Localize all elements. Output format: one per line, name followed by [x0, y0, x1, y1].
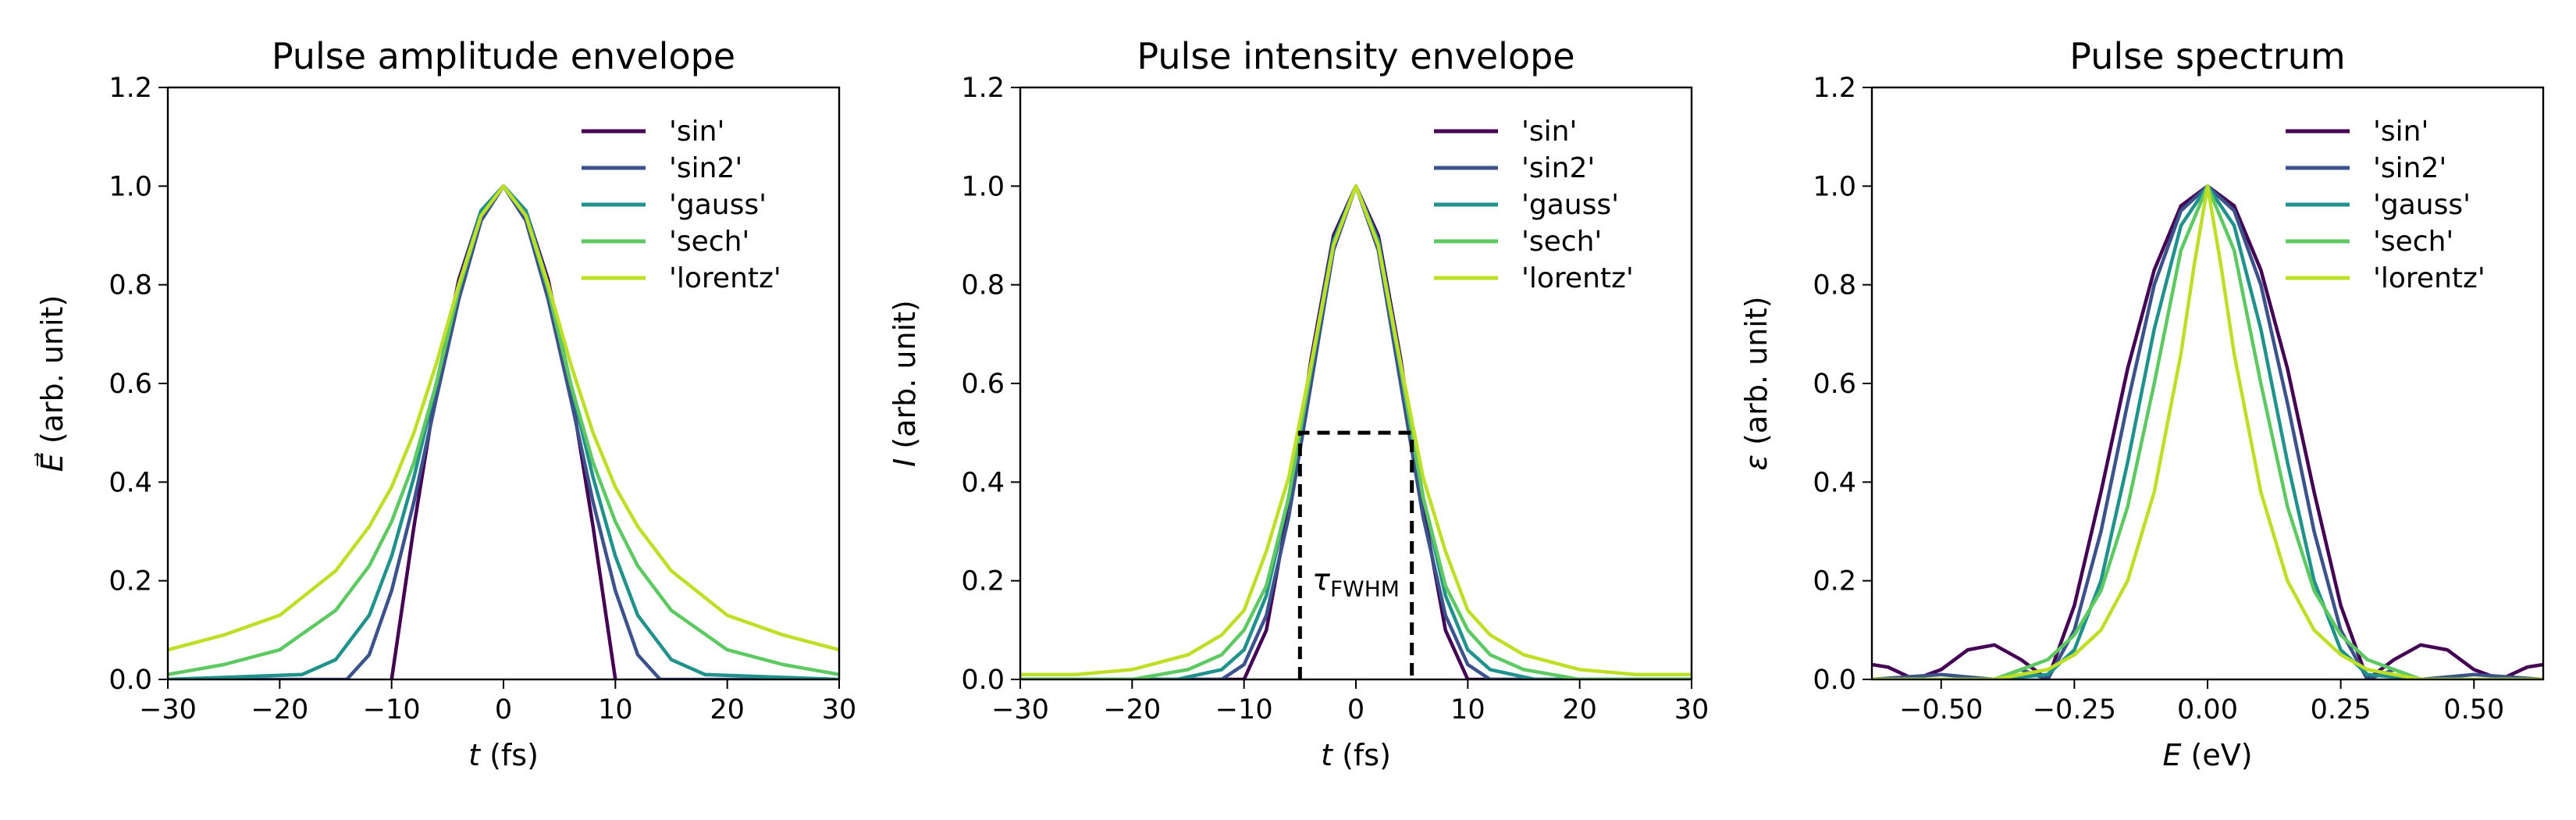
- y-tick-label: 0.2: [961, 566, 1005, 597]
- series-line-3: [168, 184, 839, 679]
- legend-label: 'gauss': [1521, 189, 1619, 221]
- x-axis-label: E (eV): [2162, 738, 2252, 772]
- x-tick-label: −30: [991, 694, 1049, 726]
- y-tick-label: 0.6: [109, 369, 152, 400]
- legend-label: 'gauss': [669, 189, 767, 221]
- x-tick-label: 0: [1347, 694, 1364, 726]
- y-tick-label: 0.4: [109, 467, 152, 498]
- chart-title: Pulse intensity envelope: [1137, 35, 1574, 77]
- x-axis-label: t (fs): [1321, 738, 1391, 772]
- x-tick-label: 10: [598, 694, 633, 726]
- x-tick-label: 0.00: [2177, 694, 2238, 726]
- x-tick-label: 30: [822, 694, 857, 726]
- y-tick-label: 0.2: [109, 566, 152, 597]
- x-tick-label: −10: [1215, 694, 1273, 726]
- y-axis-label: I (arb. unit): [888, 300, 922, 467]
- x-tick-label: −20: [1103, 694, 1161, 726]
- y-tick-label: 0.8: [1813, 270, 1856, 301]
- y-tick-label: 0.0: [961, 665, 1005, 696]
- y-tick-label: 1.0: [1813, 171, 1856, 202]
- y-tick-label: 0.8: [109, 270, 152, 301]
- x-tick-label: −0.50: [1899, 694, 1983, 726]
- legend-label: 'sin2': [1521, 152, 1595, 184]
- y-tick-label: 1.2: [961, 73, 1005, 104]
- y-tick-label: 0.6: [1813, 369, 1856, 400]
- series-line-1: [1872, 184, 2543, 679]
- legend-label: 'sech': [669, 226, 749, 258]
- legend-label: 'sin': [2373, 116, 2428, 148]
- series-line-1: [1020, 184, 1692, 679]
- y-axis-label: ε (arb. unit): [1739, 296, 1774, 470]
- legend-label: 'sin2': [669, 152, 742, 184]
- x-tick-label: −20: [251, 694, 308, 726]
- series-line-3: [1020, 184, 1692, 679]
- x-tick-label: −30: [139, 694, 197, 726]
- chart-title: Pulse amplitude envelope: [272, 35, 735, 77]
- series-line-5: [1020, 184, 1692, 676]
- x-tick-label: 0.50: [2443, 694, 2504, 726]
- chart-panel-3: −0.50 −0.25 0.00 0.25 0.50 0.0 0.2 0.4 0.6 0.8 1.0…: [1739, 35, 2545, 772]
- series-line-3: [1872, 184, 2543, 679]
- y-tick-label: 1.0: [961, 171, 1005, 202]
- x-tick-label: −10: [363, 694, 421, 726]
- y-tick-label: 0.4: [961, 467, 1005, 498]
- series-line-2: [1020, 184, 1692, 679]
- legend-label: 'sech': [2373, 226, 2453, 258]
- legend-label: 'lorentz': [669, 262, 781, 294]
- y-tick-label: 0.2: [1813, 566, 1856, 597]
- legend-label: 'lorentz': [2373, 262, 2485, 294]
- y-axis-label: E⃗ (arb. unit): [34, 295, 69, 472]
- y-tick-label: 0.8: [961, 270, 1005, 301]
- y-tick-label: 0.0: [1813, 665, 1856, 696]
- fwhm-label: τFWHM: [1312, 563, 1400, 602]
- x-tick-label: 20: [1562, 694, 1597, 726]
- series-line-5: [168, 184, 839, 652]
- series-line-5: [1872, 184, 2543, 679]
- y-tick-label: 1.0: [109, 171, 152, 202]
- legend-label: 'sin': [669, 116, 724, 148]
- legend: 'sin' 'sin2' 'gauss' 'sech' 'lorentz': [1434, 116, 1634, 294]
- chart-panel-2: τFWHM −30 −20 −10 0 10 20 30 0.0 0.2 0.4 0.6 0.8 1.0 1…: [888, 35, 1709, 772]
- series-line-2: [235, 184, 772, 679]
- x-tick-label: −0.25: [2033, 694, 2116, 726]
- fwhm-bracket: [1297, 430, 1414, 679]
- y-tick-label: 0.0: [109, 665, 152, 696]
- chart-title: Pulse spectrum: [2069, 35, 2345, 77]
- legend-label: 'sin': [1521, 116, 1577, 148]
- y-tick-label: 1.2: [109, 73, 152, 104]
- legend-label: 'sech': [1521, 226, 1602, 258]
- legend: 'sin' 'sin2' 'gauss' 'sech' 'lorentz': [582, 116, 781, 294]
- chart-panel-1: −30 −20 −10 0 10 20 30 0.0 0.2 0.4 0.6 0.8 1.0 1.2 Pul…: [34, 35, 856, 772]
- legend-label: 'sin2': [2373, 152, 2446, 184]
- legend-label: 'gauss': [2373, 189, 2471, 221]
- series-line-4: [1872, 184, 2543, 679]
- x-tick-label: 0.25: [2311, 694, 2371, 726]
- x-tick-label: 20: [710, 694, 745, 726]
- legend-label: 'lorentz': [1521, 262, 1634, 294]
- x-tick-label: 30: [1674, 694, 1710, 726]
- series-line-2: [1872, 184, 2543, 679]
- y-tick-label: 1.2: [1813, 73, 1856, 104]
- legend: 'sin' 'sin2' 'gauss' 'sech' 'lorentz': [2286, 116, 2485, 294]
- series-line-4: [1020, 184, 1692, 679]
- series-line-4: [168, 184, 839, 676]
- y-tick-label: 0.4: [1813, 467, 1856, 498]
- x-axis-label: t (fs): [468, 738, 539, 772]
- y-tick-label: 0.6: [961, 369, 1005, 400]
- x-tick-label: 0: [495, 694, 512, 726]
- x-tick-label: 10: [1450, 694, 1485, 726]
